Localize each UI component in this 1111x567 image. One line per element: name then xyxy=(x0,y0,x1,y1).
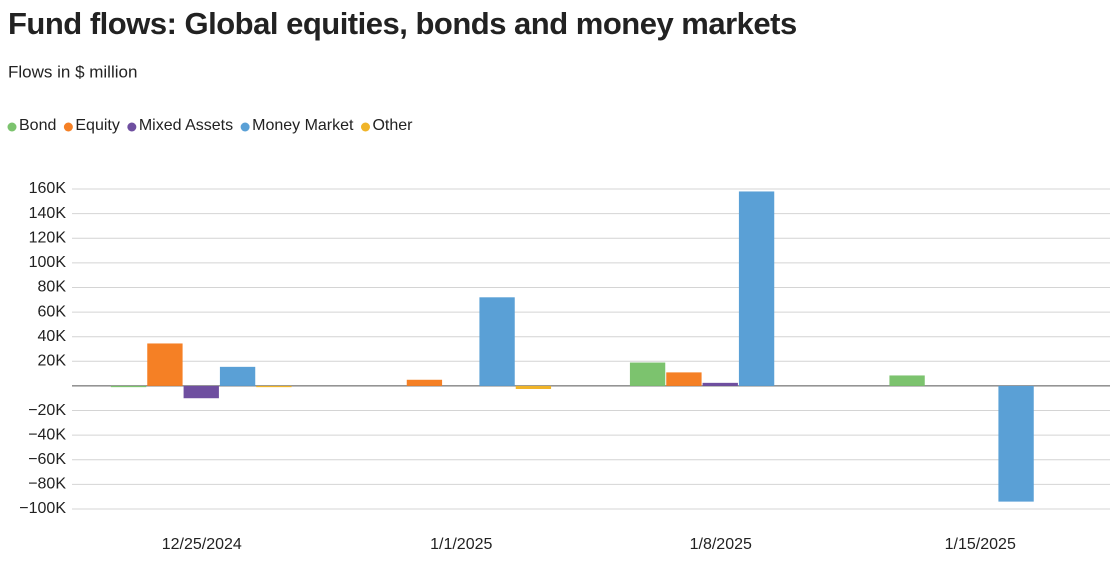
legend-label: Bond xyxy=(19,117,56,134)
y-tick-label: 120K xyxy=(29,229,67,246)
bar xyxy=(406,379,443,386)
legend-marker xyxy=(127,122,137,132)
legend-marker xyxy=(63,122,73,132)
bar xyxy=(219,366,256,386)
x-tick-label: 1/8/2025 xyxy=(690,536,752,553)
bar xyxy=(702,382,738,386)
bar xyxy=(889,375,925,386)
chart-title: Fund flows: Global equities, bonds and m… xyxy=(8,6,797,41)
y-tick-label: −60K xyxy=(28,451,66,468)
y-tick-label: 60K xyxy=(38,303,67,320)
y-tick-label: −100K xyxy=(19,500,66,517)
legend-label: Equity xyxy=(75,117,119,134)
y-tick-label: −20K xyxy=(28,402,66,419)
y-tick-label: 140K xyxy=(29,205,67,222)
x-tick-label: 1/1/2025 xyxy=(430,536,492,553)
bar xyxy=(183,385,219,399)
legend-marker xyxy=(240,122,250,132)
legend-label: Money Market xyxy=(252,117,354,134)
bar xyxy=(629,362,666,386)
legend-label: Other xyxy=(372,117,413,134)
chart-subtitle: Flows in $ million xyxy=(8,62,137,81)
y-tick-label: 160K xyxy=(29,180,67,197)
y-tick-label: 20K xyxy=(38,353,67,370)
bar xyxy=(998,385,1034,502)
bar xyxy=(479,297,515,386)
bar xyxy=(738,191,775,386)
legend-marker xyxy=(7,122,17,132)
legend-marker xyxy=(360,122,370,132)
x-tick-label: 1/15/2025 xyxy=(945,536,1016,553)
bar xyxy=(147,343,183,386)
x-tick-label: 12/25/2024 xyxy=(162,536,242,553)
y-tick-label: −40K xyxy=(28,426,66,443)
y-tick-label: 80K xyxy=(38,279,67,296)
legend-label: Mixed Assets xyxy=(139,117,233,134)
y-tick-label: −80K xyxy=(28,476,66,493)
y-tick-label: 40K xyxy=(38,328,67,345)
bar xyxy=(666,372,702,386)
bar xyxy=(515,385,552,389)
bar xyxy=(256,385,292,388)
y-tick-label: 100K xyxy=(29,254,67,271)
bar xyxy=(110,385,147,388)
